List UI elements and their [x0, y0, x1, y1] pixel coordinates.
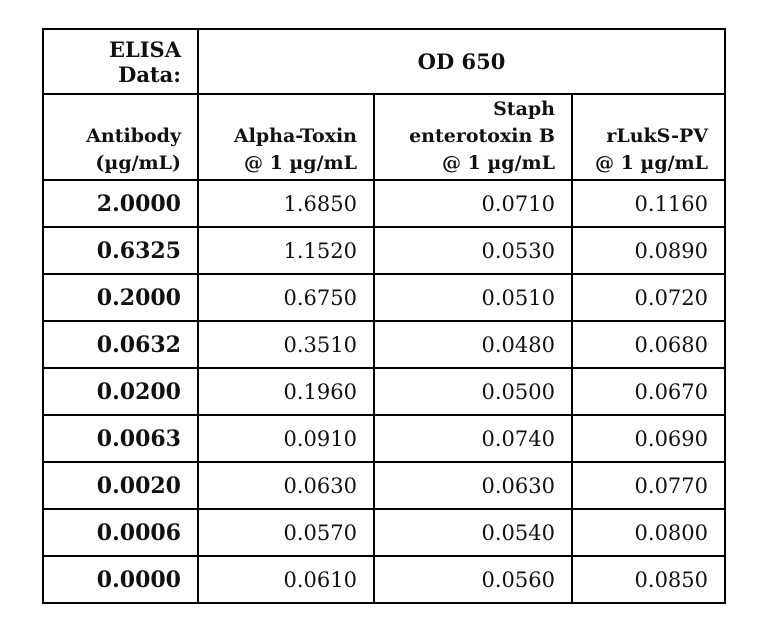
header-line: Staph [493, 98, 555, 120]
rluks-pv-od-cell: 0.0670 [570, 367, 727, 416]
staph-enterotoxin-b-od-cell: 0.0480 [373, 320, 573, 369]
corner-line: ELISA [108, 36, 181, 62]
header-line: Antibody [86, 125, 181, 147]
rluks-pv-od-cell: 0.0770 [570, 461, 727, 510]
column-header-rluks-pv: rLukS-PV @ 1 µg/mL [570, 93, 727, 181]
header-line: @ 1 µg/mL [441, 152, 555, 174]
alpha-toxin-od-cell: 0.0630 [197, 461, 375, 510]
column-header-alpha-toxin: Alpha-Toxin @ 1 µg/mL [197, 93, 375, 181]
rluks-pv-od-cell: 0.0680 [570, 320, 727, 369]
antibody-concentration-cell: 0.0063 [42, 414, 199, 463]
antibody-concentration-cell: 0.0006 [42, 508, 199, 557]
header-line: @ 1 µg/mL [594, 152, 709, 174]
alpha-toxin-od-cell: 0.0570 [197, 508, 375, 557]
staph-enterotoxin-b-od-cell: 0.0530 [373, 226, 573, 275]
table-row: 0.6325 1.1520 0.0530 0.0890 [42, 226, 727, 275]
header-line: rLukS-PV [606, 125, 709, 147]
table-row: 0.0006 0.0570 0.0540 0.0800 [42, 508, 727, 557]
header-line: @ 1 µg/mL [243, 152, 357, 174]
corner-line: Data: [118, 61, 181, 87]
table-row: 0.0200 0.1960 0.0500 0.0670 [42, 367, 727, 416]
alpha-toxin-od-cell: 0.0610 [197, 555, 375, 604]
table-row: 0.0000 0.0610 0.0560 0.0850 [42, 555, 727, 604]
column-header-staph-enterotoxin-b: Staph enterotoxin B @ 1 µg/mL [373, 93, 573, 181]
header-line: Alpha-Toxin [233, 125, 357, 147]
rluks-pv-od-cell: 0.0850 [570, 555, 727, 604]
header-line: enterotoxin B [409, 125, 555, 147]
table-row: 0.2000 0.6750 0.0510 0.0720 [42, 273, 727, 322]
staph-enterotoxin-b-od-cell: 0.0540 [373, 508, 573, 557]
antibody-concentration-cell: 0.6325 [42, 226, 199, 275]
table-row: 2.0000 1.6850 0.0710 0.1160 [42, 179, 727, 228]
header-line: (µg/mL) [95, 152, 181, 174]
table-row: 0.0632 0.3510 0.0480 0.0680 [42, 320, 727, 369]
antibody-concentration-cell: 0.0632 [42, 320, 199, 369]
alpha-toxin-od-cell: 0.6750 [197, 273, 375, 322]
antibody-concentration-cell: 0.2000 [42, 273, 199, 322]
staph-enterotoxin-b-od-cell: 0.0710 [373, 179, 573, 228]
rluks-pv-od-cell: 0.1160 [570, 179, 727, 228]
elisa-data-table: ELISA Data: OD 650 Antibody (µg/mL) Alph… [42, 28, 727, 604]
alpha-toxin-od-cell: 1.6850 [197, 179, 375, 228]
antibody-concentration-cell: 0.0000 [42, 555, 199, 604]
rluks-pv-od-cell: 0.0690 [570, 414, 727, 463]
table-row: 0.0020 0.0630 0.0630 0.0770 [42, 461, 727, 510]
table-title-row: ELISA Data: OD 650 [42, 28, 727, 95]
antibody-concentration-cell: 2.0000 [42, 179, 199, 228]
rluks-pv-od-cell: 0.0890 [570, 226, 727, 275]
column-header-antibody: Antibody (µg/mL) [42, 93, 199, 181]
alpha-toxin-od-cell: 0.1960 [197, 367, 375, 416]
table-row: 0.0063 0.0910 0.0740 0.0690 [42, 414, 727, 463]
staph-enterotoxin-b-od-cell: 0.0740 [373, 414, 573, 463]
staph-enterotoxin-b-od-cell: 0.0500 [373, 367, 573, 416]
alpha-toxin-od-cell: 0.0910 [197, 414, 375, 463]
alpha-toxin-od-cell: 0.3510 [197, 320, 375, 369]
alpha-toxin-od-cell: 1.1520 [197, 226, 375, 275]
rluks-pv-od-cell: 0.0720 [570, 273, 727, 322]
corner-cell: ELISA Data: [42, 28, 199, 95]
staph-enterotoxin-b-od-cell: 0.0560 [373, 555, 573, 604]
antibody-concentration-cell: 0.0020 [42, 461, 199, 510]
staph-enterotoxin-b-od-cell: 0.0630 [373, 461, 573, 510]
rluks-pv-od-cell: 0.0800 [570, 508, 727, 557]
group-header-od650: OD 650 [196, 28, 727, 95]
antibody-concentration-cell: 0.0200 [42, 367, 199, 416]
staph-enterotoxin-b-od-cell: 0.0510 [373, 273, 573, 322]
column-header-row: Antibody (µg/mL) Alpha-Toxin @ 1 µg/mL S… [42, 93, 727, 181]
